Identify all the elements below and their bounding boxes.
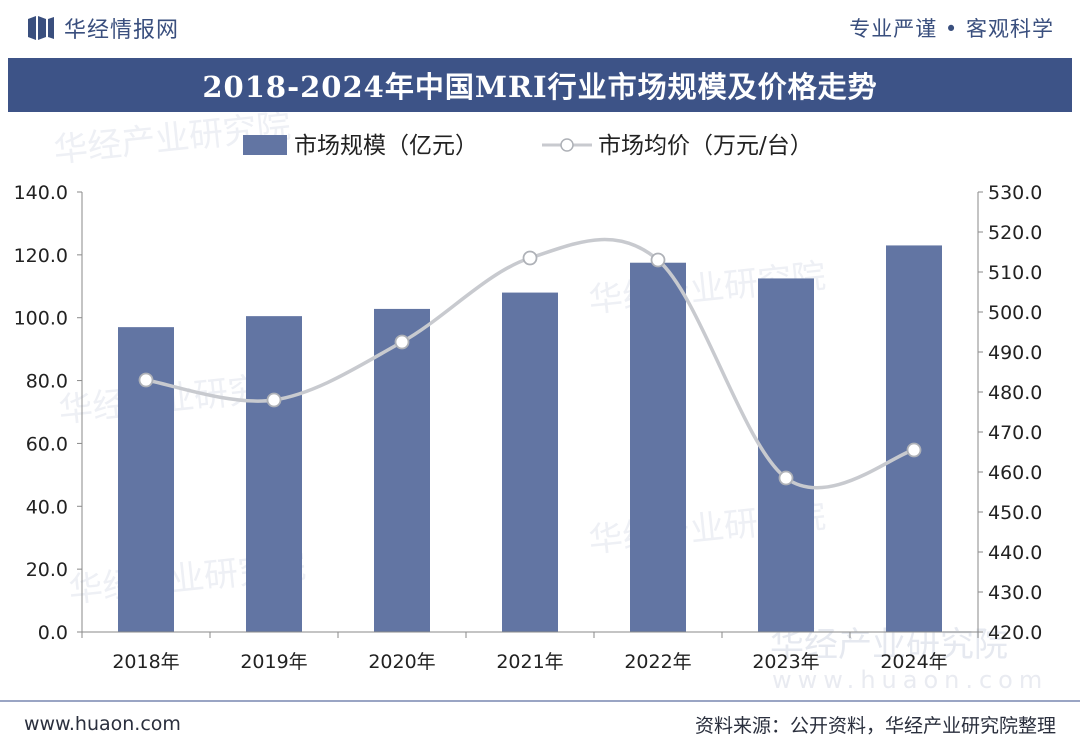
x-tick-label: 2022年 — [624, 651, 691, 673]
legend-line-label: 市场均价（万元/台） — [598, 133, 813, 159]
y-right-tick-label: 430.0 — [988, 582, 1042, 604]
y-right-tick-label: 420.0 — [988, 622, 1042, 644]
axes: 0.0 20.0 40.0 60.0 80.0 100.0 120.0 140.0 420.0 4… — [14, 182, 1043, 673]
y-right-tick-label: 440.0 — [988, 542, 1042, 564]
chart: 华经产业研究院华经产业研究院华经产业研究院华经产业研究院华经产业研究院华经产业研… — [14, 112, 1048, 694]
y-left-tick-label: 60.0 — [26, 433, 68, 455]
price-point-2019年 — [266, 392, 282, 408]
y-right-tick-label: 530.0 — [988, 182, 1042, 204]
bar-2019年 — [246, 316, 302, 632]
bar-2021年 — [502, 292, 558, 632]
x-tick-label: 2023年 — [752, 651, 819, 673]
brand-name: 华经情报网 — [64, 18, 180, 43]
y-left-tick-label: 0.0 — [38, 622, 68, 644]
price-point-2024年 — [906, 442, 922, 458]
chart-title: 2018-2024年中国MRI行业市场规模及价格走势 — [202, 70, 878, 104]
footer: www.huaon.com 资料来源：公开资料，华经产业研究院整理 — [0, 700, 1080, 746]
y-right-tick-label: 500.0 — [988, 302, 1042, 324]
x-tick-label: 2018年 — [112, 651, 179, 673]
y-right-tick-label: 470.0 — [988, 422, 1042, 444]
line-series — [138, 237, 922, 490]
brand-logo-icon — [28, 16, 54, 40]
chart-title-bar: 2018-2024年中国MRI行业市场规模及价格走势 — [8, 58, 1072, 112]
price-point-2018年 — [138, 372, 154, 388]
price-point-2021年 — [522, 250, 538, 266]
y-right-tick-label: 450.0 — [988, 502, 1042, 524]
y-right-tick-label: 520.0 — [988, 222, 1042, 244]
price-point-2022年 — [650, 252, 666, 268]
y-left-tick-label: 40.0 — [26, 496, 68, 518]
brand: 华经情报网 — [28, 12, 179, 44]
x-tick-label: 2020年 — [368, 651, 435, 673]
y-left-tick-label: 120.0 — [14, 245, 68, 267]
legend-line-marker — [560, 138, 574, 152]
legend: 市场规模（亿元） 市场均价（万元/台） — [243, 133, 813, 159]
bar-2024年 — [886, 245, 942, 632]
y-left-tick-label: 100.0 — [14, 308, 68, 330]
brand-slogan: 专业严谨 • 客观科学 — [849, 17, 1054, 41]
footer-website: www.huaon.com — [24, 713, 181, 735]
watermark-url: www.huaon.com — [772, 666, 1048, 694]
x-tick-label: 2019年 — [240, 651, 307, 673]
y-right-tick-label: 460.0 — [988, 462, 1042, 484]
x-tick-label: 2024年 — [880, 651, 947, 673]
y-left-tick-label: 140.0 — [14, 182, 68, 204]
footer-source: 资料来源：公开资料，华经产业研究院整理 — [694, 714, 1056, 737]
price-point-2020年 — [394, 334, 410, 350]
y-left-tick-label: 80.0 — [26, 371, 68, 393]
price-point-2023年 — [778, 470, 794, 486]
y-right-tick-label: 480.0 — [988, 382, 1042, 404]
x-tick-label: 2021年 — [496, 651, 563, 673]
y-left-tick-label: 20.0 — [26, 559, 68, 581]
legend-bar-label: 市场规模（亿元） — [294, 133, 478, 159]
y-right-tick-label: 510.0 — [988, 262, 1042, 284]
brand-bar: 华经情报网 专业严谨 • 客观科学 — [0, 0, 1080, 56]
bar-series — [118, 245, 942, 632]
legend-bar-swatch — [243, 135, 287, 155]
bar-2020年 — [374, 308, 430, 632]
y-right-tick-label: 490.0 — [988, 342, 1042, 364]
bar-2022年 — [630, 262, 686, 632]
